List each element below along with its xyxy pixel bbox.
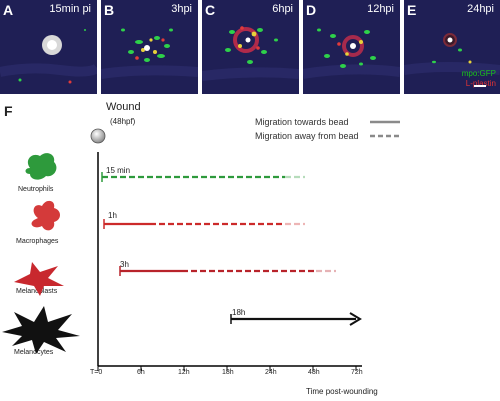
panel-label: E [407, 2, 417, 18]
legend-lplastin: L-plastin [465, 79, 496, 88]
panel-time: 12hpi [367, 3, 394, 15]
wound-subtitle: (48hpf) [110, 117, 136, 126]
legend-gfp: mpo:GFP [461, 69, 496, 78]
panel-label: A [3, 2, 14, 18]
bead-icon [245, 37, 251, 43]
panel-label: D [306, 2, 317, 18]
bead-icon [447, 37, 453, 43]
cell-label-melanoblasts: Melanoblasts [16, 288, 58, 295]
timeline-bars [97, 172, 362, 371]
tick-label: 12h [178, 369, 190, 376]
tick-label: T=0 [90, 369, 103, 376]
panel-label: C [205, 2, 216, 18]
panel-c: C 6hpi [202, 0, 299, 94]
figure-label: F [4, 103, 13, 119]
panel-time: 15min pi [49, 3, 91, 15]
tick-label: 6h [137, 369, 145, 376]
panel-label: B [104, 2, 115, 18]
panel-time: 6hpi [272, 3, 293, 15]
panel-b: B 3hpi [101, 0, 198, 94]
bead-icon [350, 43, 356, 49]
neutrophil-icon [25, 153, 57, 180]
melanocyte-icon [2, 306, 80, 354]
onset-label-melanocytes: 18h [232, 308, 246, 317]
onset-label-macrophages: 1h [108, 211, 117, 220]
cell-label-macrophages: Macrophages [16, 238, 59, 245]
wound-bead-icon [90, 128, 106, 144]
microscopy-image-e [404, 0, 500, 94]
tick-label: 24h [265, 369, 277, 376]
panel-d: D 12hpi [303, 0, 400, 94]
microscopy-image-d [303, 0, 400, 94]
tick-label: 18h [222, 369, 234, 376]
wound-title: Wound [106, 101, 141, 113]
arrow-head-icon [349, 312, 362, 326]
legend-away: Migration away from bead [255, 131, 359, 141]
macrophage-icon [31, 200, 60, 231]
microscopy-image-b [101, 0, 198, 94]
legend-towards: Migration towards bead [255, 117, 349, 127]
scale-bar [474, 85, 486, 87]
panel-e: E 24hpi mpo:GFP L-plastin [404, 0, 500, 94]
panel-time: 3hpi [171, 3, 192, 15]
cell-label-neutrophils: Neutrophils [18, 186, 54, 193]
onset-label-neutrophils: 15 min [106, 166, 131, 175]
panel-a: A 15min pi [0, 0, 97, 94]
axis-title: Time post-wounding [306, 387, 378, 396]
panel-time: 24hpi [467, 3, 494, 15]
tick-label: 48h [308, 369, 320, 376]
onset-label-melanoblasts: 3h [120, 260, 129, 269]
microscopy-image-a [0, 0, 97, 94]
cell-label-melanocytes: Melanocytes [14, 349, 54, 356]
bead-icon [144, 45, 150, 51]
microscopy-image-c [202, 0, 299, 94]
tick-label: 72h [351, 369, 363, 376]
melanoblast-icon [14, 262, 64, 296]
